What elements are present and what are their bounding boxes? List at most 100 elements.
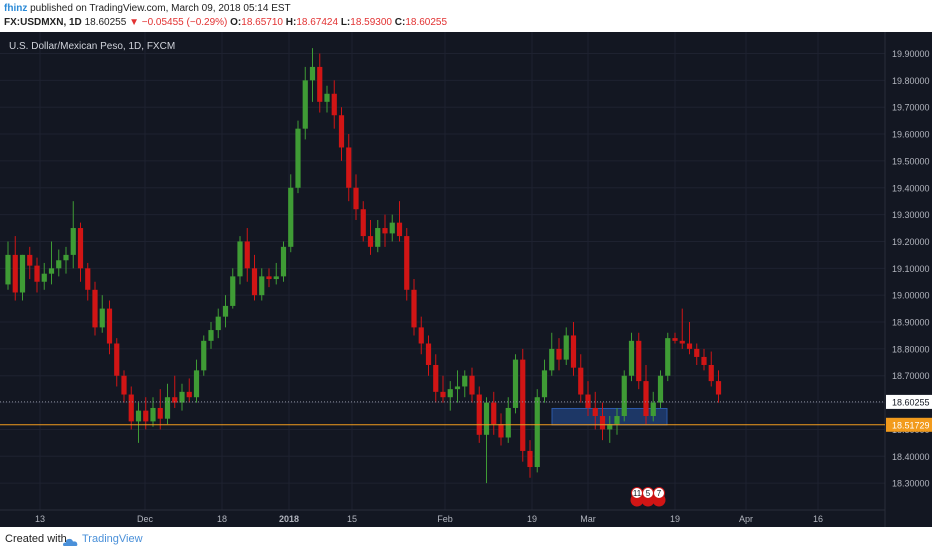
footer: Created with TradingView xyxy=(0,527,932,550)
candle-body xyxy=(121,375,127,395)
author-link[interactable]: fhinz xyxy=(4,3,28,14)
candle-body xyxy=(396,222,403,237)
support-price-label: 18.51729 xyxy=(892,420,930,430)
candle-body xyxy=(382,228,388,234)
event-count: 7 xyxy=(657,489,662,498)
price-axis[interactable]: 19.90000 19.80000 19.70000 19.60000 19.50000… xyxy=(886,49,932,489)
price-tick-label: 19.90000 xyxy=(892,49,930,59)
time-tick-label: 13 xyxy=(35,514,45,524)
candle-body xyxy=(244,241,250,269)
close-label: C: xyxy=(394,17,406,28)
candle-body xyxy=(172,397,178,403)
candle-body xyxy=(222,305,229,317)
candle-body xyxy=(302,80,308,129)
candle-body xyxy=(694,348,700,357)
candle-body xyxy=(585,394,591,408)
candle-body xyxy=(201,340,207,371)
candle-body xyxy=(280,246,287,277)
price-tick-label: 18.40000 xyxy=(892,452,930,462)
candle-body xyxy=(578,367,584,395)
price-tick-label: 19.80000 xyxy=(892,76,930,86)
candle-body xyxy=(527,450,533,468)
candle-body xyxy=(665,338,671,376)
candle-body xyxy=(549,348,555,371)
open-value: 18.65710 xyxy=(241,17,283,28)
price-tick-label: 18.80000 xyxy=(892,344,930,354)
change-value: ▼ −0.05455 (−0.29%) xyxy=(129,17,228,28)
open-label: O: xyxy=(230,17,242,28)
price-tick-label: 18.70000 xyxy=(892,371,930,381)
support-price-tag xyxy=(886,417,932,432)
candle-body xyxy=(592,407,598,417)
candle-body xyxy=(643,381,649,417)
candle-body xyxy=(164,397,171,419)
candle-body xyxy=(338,115,345,148)
event-marker[interactable]: 11 5 7 xyxy=(630,487,666,507)
candle-body xyxy=(715,381,722,395)
candle-body xyxy=(433,364,439,392)
event-count: 5 xyxy=(646,489,651,498)
close-value: 18.60255 xyxy=(405,17,448,28)
candle-body xyxy=(679,340,685,344)
candle-body xyxy=(288,187,294,247)
candle-body xyxy=(599,416,606,430)
candle-body xyxy=(440,391,446,398)
candle-body xyxy=(701,356,707,365)
candle-body xyxy=(106,308,113,344)
time-axis[interactable]: 13 Dec 18 2018 15 Feb 19 Mar 19 Apr 16 xyxy=(35,514,823,524)
last-price: 18.60255 xyxy=(84,17,127,28)
candle-body xyxy=(621,375,627,417)
candle-body xyxy=(411,289,417,328)
candle-body xyxy=(92,289,98,328)
candle-body xyxy=(607,424,613,430)
price-tick-label: 19.70000 xyxy=(892,103,930,113)
candle-body xyxy=(483,402,490,435)
candle-body xyxy=(425,343,432,365)
candle-body xyxy=(266,276,272,280)
candle-body xyxy=(404,236,410,290)
price-chart[interactable]: U.S. Dollar/Mexican Peso, 1D, FXCM 19.90… xyxy=(0,32,932,527)
time-tick-label: Feb xyxy=(437,514,453,524)
candle-body xyxy=(462,375,468,387)
candle-body xyxy=(150,407,156,422)
candle-body xyxy=(672,338,678,341)
time-tick-label: 18 xyxy=(217,514,227,524)
candle-body xyxy=(48,268,55,274)
candle-body xyxy=(27,254,33,266)
candle-body xyxy=(686,343,693,349)
price-tick-label: 18.90000 xyxy=(892,318,930,328)
candle-body xyxy=(331,93,337,116)
candle-body xyxy=(70,228,76,255)
candle-body xyxy=(498,424,504,438)
candle-body xyxy=(135,410,142,422)
header: fhinz published on TradingView.com, Marc… xyxy=(0,0,932,32)
low-value: 18.59300 xyxy=(350,17,392,28)
candle-body xyxy=(317,66,323,102)
price-tick-label: 19.20000 xyxy=(892,237,930,247)
created-with-text: Created with xyxy=(5,533,67,545)
candle-body xyxy=(476,394,482,435)
candle-body xyxy=(367,236,374,247)
candle-body xyxy=(41,273,47,282)
candle-body xyxy=(346,147,352,188)
price-tick-label: 19.00000 xyxy=(892,291,930,301)
candle-body xyxy=(375,228,381,247)
candle-body xyxy=(128,394,134,422)
candle-body xyxy=(650,402,656,417)
current-price-label: 18.60255 xyxy=(892,397,930,407)
candle-body xyxy=(34,265,40,282)
candle-body xyxy=(505,407,511,438)
price-tick-label: 19.60000 xyxy=(892,130,930,140)
candle-body xyxy=(186,391,192,398)
tradingview-brand[interactable]: TradingView xyxy=(82,533,143,545)
time-tick-label: 2018 xyxy=(279,514,299,524)
candle-body xyxy=(12,254,18,293)
candle-body xyxy=(114,343,120,376)
symbol-label: FX:USDMXN, 1D xyxy=(4,17,82,28)
high-label: H: xyxy=(285,17,297,28)
candle-body xyxy=(259,276,265,296)
candle-body xyxy=(251,268,258,296)
candle-body xyxy=(556,348,562,360)
time-tick-label: Mar xyxy=(580,514,596,524)
candle-body xyxy=(237,241,243,277)
